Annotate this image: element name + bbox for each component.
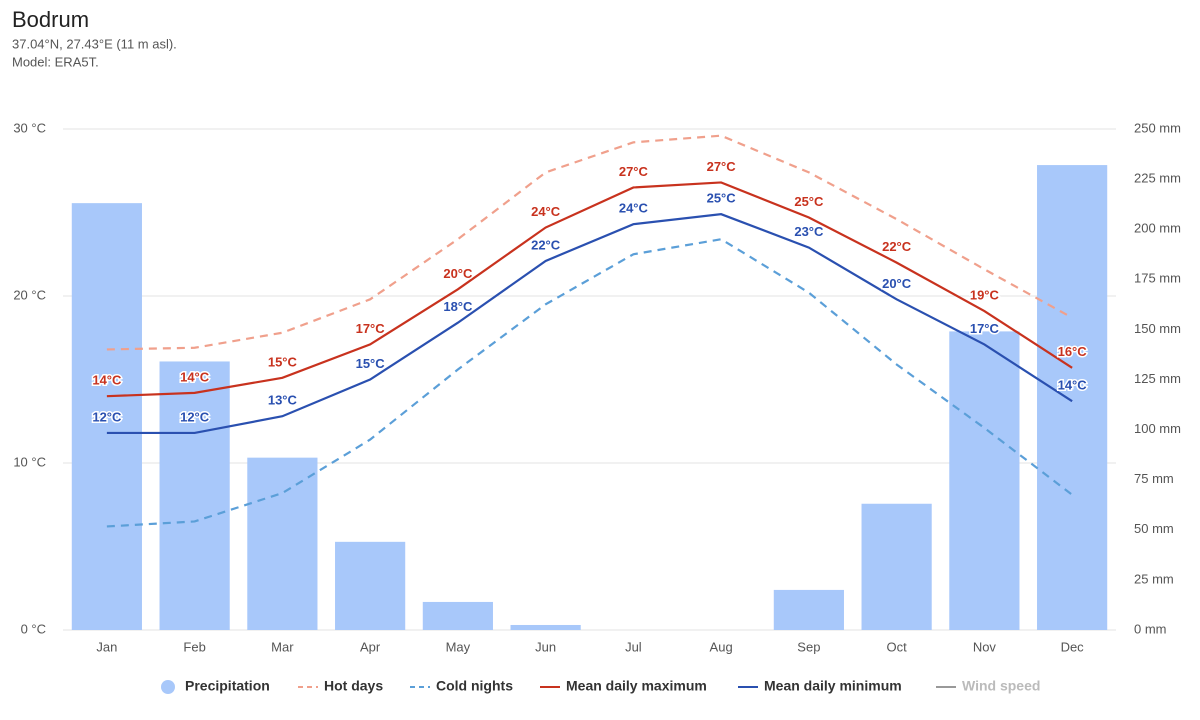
- x-tick-label: Jul: [625, 639, 642, 654]
- data-label: 24°C: [619, 201, 649, 216]
- data-label: 13°C: [268, 393, 298, 408]
- legend-label[interactable]: Hot days: [324, 678, 383, 694]
- data-label: 27°C: [619, 164, 649, 179]
- x-tick-label: Nov: [973, 639, 997, 654]
- bar: [510, 624, 581, 630]
- data-label: 17°C: [356, 321, 386, 336]
- data-label: 18°C: [443, 299, 473, 314]
- data-label: 25°C: [707, 191, 737, 206]
- data-label: 15°C: [356, 356, 386, 371]
- data-label: 14°C: [1058, 378, 1088, 393]
- y-tick-label: 20 °C: [13, 287, 46, 302]
- y2-tick-label: 250 mm: [1134, 120, 1181, 135]
- data-label: 27°C: [707, 159, 737, 174]
- data-label: 16°C: [1058, 344, 1088, 359]
- y2-tick-label: 0 mm: [1134, 621, 1167, 636]
- y-tick-label: 10 °C: [13, 454, 46, 469]
- line: [106, 134, 1073, 351]
- x-tick-label: Dec: [1061, 639, 1085, 654]
- y2-tick-label: 100 mm: [1134, 421, 1181, 436]
- bar: [773, 589, 844, 630]
- y-tick-label: 30 °C: [13, 120, 46, 135]
- legend-label[interactable]: Mean daily maximum: [566, 678, 707, 694]
- bar: [861, 503, 932, 630]
- legend-label[interactable]: Precipitation: [185, 678, 270, 694]
- data-label: 20°C: [882, 276, 912, 291]
- legend-label[interactable]: Wind speed: [962, 678, 1040, 694]
- legend-label[interactable]: Mean daily minimum: [764, 678, 902, 694]
- bar: [247, 457, 318, 630]
- data-label: 20°C: [443, 266, 473, 281]
- x-tick-label: May: [446, 639, 471, 654]
- data-label: 17°C: [970, 321, 1000, 336]
- bar: [159, 361, 230, 630]
- x-tick-label: Feb: [183, 639, 205, 654]
- x-tick-label: Jan: [96, 639, 117, 654]
- data-label: 24°C: [531, 204, 561, 219]
- x-tick-label: Apr: [360, 639, 381, 654]
- line: [106, 213, 1073, 435]
- bar: [71, 203, 142, 630]
- chart-subtitle: Model: ERA5T.: [12, 54, 99, 69]
- data-label: 12°C: [92, 409, 122, 424]
- data-label: 22°C: [531, 237, 561, 252]
- data-label: 12°C: [180, 409, 210, 424]
- data-label: 14°C: [92, 373, 122, 388]
- bar: [1037, 165, 1108, 630]
- data-label: 15°C: [268, 354, 298, 369]
- y2-tick-label: 25 mm: [1134, 571, 1174, 586]
- x-tick-label: Jun: [535, 639, 556, 654]
- data-label: 14°C: [180, 369, 210, 384]
- y-tick-label: 0 °C: [21, 621, 46, 636]
- bar: [949, 331, 1020, 630]
- chart-subtitle: 37.04°N, 27.43°E (11 m asl).: [12, 36, 177, 51]
- chart-title: Bodrum: [12, 7, 89, 32]
- legend-label[interactable]: Cold nights: [436, 678, 513, 694]
- data-label: 25°C: [794, 194, 824, 209]
- y2-tick-label: 175 mm: [1134, 271, 1181, 286]
- line: [106, 238, 1073, 528]
- legend-marker: [161, 680, 175, 694]
- y2-tick-label: 200 mm: [1134, 221, 1181, 236]
- x-tick-label: Mar: [271, 639, 294, 654]
- y2-tick-label: 225 mm: [1134, 171, 1181, 186]
- x-tick-label: Sep: [797, 639, 820, 654]
- bar: [422, 601, 493, 630]
- line: [106, 181, 1073, 398]
- x-tick-label: Aug: [710, 639, 733, 654]
- y2-tick-label: 50 mm: [1134, 521, 1174, 536]
- data-label: 19°C: [970, 287, 1000, 302]
- x-tick-label: Oct: [887, 639, 908, 654]
- data-label: 23°C: [794, 224, 824, 239]
- bar: [335, 541, 406, 630]
- data-label: 22°C: [882, 239, 912, 254]
- y2-tick-label: 125 mm: [1134, 371, 1181, 386]
- y2-tick-label: 150 mm: [1134, 321, 1181, 336]
- y2-tick-label: 75 mm: [1134, 471, 1174, 486]
